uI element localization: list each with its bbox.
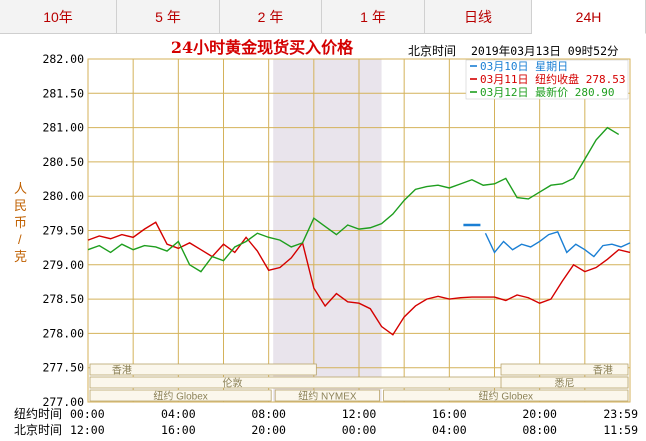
y-tick-label: 277.50: [42, 361, 84, 375]
market-session-bar: [500, 363, 629, 376]
y-axis-label-char: 克: [14, 249, 27, 264]
time-tick-label: 00:00: [342, 423, 377, 437]
time-tick-label: 23:59: [603, 407, 638, 421]
series-line: [87, 221, 631, 336]
time-tick-label: 08:00: [251, 407, 286, 421]
beijing-time-label: 北京时间: [408, 44, 456, 58]
time-tick-label: 00:00: [70, 407, 105, 421]
time-tick-label: 08:00: [522, 423, 557, 437]
time-tick-label: 16:00: [161, 423, 196, 437]
tab-1-year[interactable]: 1 年: [322, 0, 425, 33]
y-tick-label: 281.00: [42, 121, 84, 135]
time-tick-label: 20:00: [522, 407, 557, 421]
y-tick-label: 278.50: [42, 292, 84, 306]
market-session-bar: [383, 389, 629, 402]
chart-title: 24小时黄金现货买入价格: [171, 38, 354, 57]
tab-5-years[interactable]: 5 年: [117, 0, 220, 33]
market-session-label: 纽约 Globex: [479, 390, 533, 403]
time-row-label: 北京时间: [14, 423, 62, 437]
y-tick-label: 279.00: [42, 258, 84, 272]
time-tick-label: 04:00: [161, 407, 196, 421]
market-session-label: 悉尼: [555, 378, 575, 390]
y-axis-label-char: 人: [14, 181, 27, 196]
market-session-label: 香港: [593, 365, 613, 377]
market-session-bar: [89, 363, 317, 376]
series-line: [484, 231, 631, 258]
tab-10-years[interactable]: 10年: [0, 0, 117, 33]
time-row-label: 纽约时间: [14, 406, 62, 421]
tab-2-years[interactable]: 2 年: [220, 0, 322, 33]
time-tick-label: 20:00: [251, 423, 286, 437]
y-axis-label-char: 币: [14, 215, 27, 230]
chart-series: [87, 126, 631, 336]
y-axis-label-char: /: [18, 232, 22, 247]
market-session-label: 纽约 Globex: [153, 390, 207, 403]
y-tick-label: 280.00: [42, 189, 84, 203]
time-tick-label: 12:00: [70, 423, 105, 437]
y-tick-label: 279.50: [42, 224, 84, 238]
legend-entry: 03月12日 最新价 280.90: [480, 85, 614, 99]
y-tick-label: 281.50: [42, 86, 84, 100]
tab-daily[interactable]: 日线: [425, 0, 532, 33]
market-session-bar: [500, 376, 629, 389]
market-session-label: 伦敦: [223, 377, 243, 390]
y-tick-label: 282.00: [42, 52, 84, 66]
time-tick-label: 12:00: [342, 407, 377, 421]
market-session-label: 香港: [112, 365, 132, 377]
period-tab-bar: 10年 5 年 2 年 1 年 日线 24H: [0, 0, 646, 34]
market-session-bar: [89, 389, 272, 402]
y-tick-label: 278.00: [42, 326, 84, 340]
y-axis-label-char: 民: [14, 198, 27, 213]
time-axis: 纽约时间 00:00 04:00 08:00 12:00 16:00 20:00 23:59 北…: [14, 406, 638, 437]
y-axis-tick-labels: 282.00 281.50 281.00 280.50 280.00 279.50 279.…: [42, 52, 84, 409]
y-axis-label: 人 民 币 / 克: [14, 181, 27, 264]
y-tick-label: 277.00: [42, 395, 84, 409]
time-tick-label: 11:59: [603, 423, 638, 437]
series-line: [87, 126, 620, 273]
legend-entry: 03月10日 星期日: [480, 60, 568, 73]
legend-entry: 03月11日 纽约收盘 278.53: [480, 72, 625, 86]
legend-box: [465, 59, 629, 100]
time-tick-label: 16:00: [432, 407, 467, 421]
chart-grid: [87, 58, 631, 403]
market-session-bar: [274, 389, 380, 402]
time-tick-label: 04:00: [432, 423, 467, 437]
timestamp: 2019年03月13日 09时52分: [471, 44, 619, 58]
y-tick-label: 280.50: [42, 155, 84, 169]
market-session-label: 纽约 NYMEX: [298, 390, 357, 403]
